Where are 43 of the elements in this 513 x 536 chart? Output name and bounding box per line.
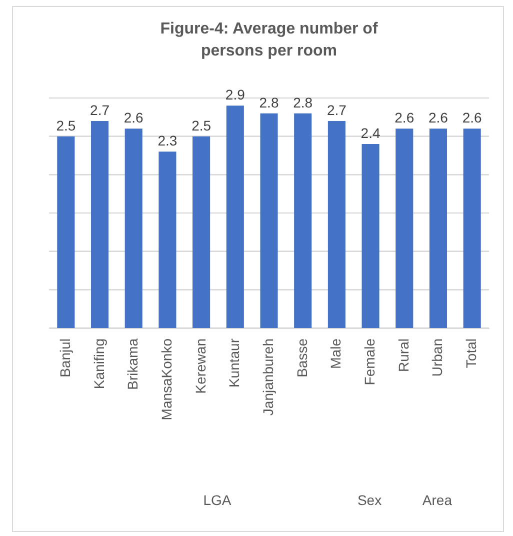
data-label: 2.4 <box>360 125 380 141</box>
bar <box>90 121 109 328</box>
data-label: 2.7 <box>90 102 110 118</box>
x-tick-label: MansaKonko <box>158 338 174 420</box>
x-tick-label: Rural <box>395 338 412 372</box>
x-tick-label: Kerewan <box>192 338 208 394</box>
bar <box>57 136 75 328</box>
x-tick-label: Total <box>463 338 480 368</box>
x-tick-label: Kuntaur <box>226 338 242 388</box>
data-label: 2.5 <box>56 117 76 134</box>
data-label: 2.6 <box>428 110 448 126</box>
bar <box>226 106 244 328</box>
data-label: 2.6 <box>462 110 482 126</box>
data-label: 2.5 <box>192 117 212 134</box>
data-label: 2.8 <box>293 94 313 110</box>
bar <box>158 152 176 328</box>
data-label: 2.6 <box>394 110 414 126</box>
x-tick-label: Basse <box>294 338 310 378</box>
chart-title: Figure-4: Average number of persons per room <box>160 20 378 60</box>
x-tick-label: Brikama <box>124 338 141 390</box>
text: Area <box>422 492 452 508</box>
bar <box>328 121 346 328</box>
bar <box>463 128 481 328</box>
x-tick-label: Janjanbureh <box>260 338 276 416</box>
bar <box>260 113 278 328</box>
data-label: 2.8 <box>259 94 279 110</box>
data-label: 2.9 <box>225 86 246 103</box>
x-tick-label: Female <box>362 338 378 386</box>
bar <box>294 113 312 328</box>
bar <box>124 128 142 328</box>
bar <box>192 136 210 328</box>
x-tick-label: Male <box>328 338 344 369</box>
data-label: 2.6 <box>124 110 144 126</box>
bar <box>396 128 414 328</box>
data-label: 2.3 <box>158 132 178 149</box>
text: LGA <box>203 492 232 508</box>
data-label: 2.7 <box>326 102 347 118</box>
x-tick-label: Kanifing <box>90 338 107 390</box>
bar <box>362 144 380 328</box>
x-tick-label: Banjul <box>56 338 73 378</box>
x-tick-label: Urban <box>429 338 446 377</box>
text: Sex <box>357 492 382 508</box>
bar <box>429 128 448 328</box>
